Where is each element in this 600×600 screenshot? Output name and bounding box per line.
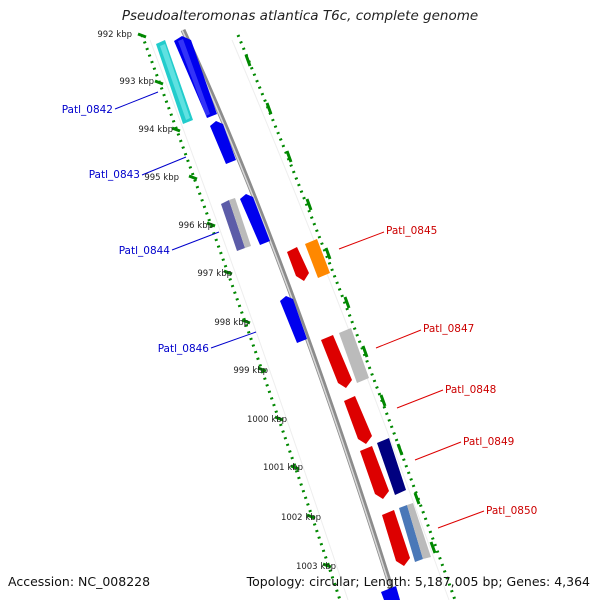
tick-mark: [265, 102, 273, 115]
gene-highlight: [178, 39, 210, 116]
gene-patl-0844-navy[interactable]: [221, 200, 245, 251]
gene-label-patl-0850[interactable]: Patl_0850: [486, 505, 537, 517]
genome-summary-text: Topology: circular; Length: 5,187,005 bp…: [246, 574, 590, 589]
gene-patl-0843[interactable]: [210, 121, 236, 164]
tick-mark: [343, 296, 351, 309]
leader-line: [338, 231, 385, 250]
tick-mark: [396, 443, 404, 456]
tick-mark: [171, 126, 181, 133]
tick-mark: [305, 198, 313, 211]
tick-label: 996 kbp: [178, 221, 213, 231]
tick-label: 1003 kbp: [296, 562, 336, 572]
tick-mark: [322, 562, 332, 569]
gene-patl-0845-orange[interactable]: [305, 239, 330, 278]
leader-line: [171, 231, 220, 251]
leader-line: [396, 389, 444, 409]
gene-patl-0847-red[interactable]: [321, 335, 352, 388]
tick-label: 997 kbp: [197, 269, 232, 279]
gene-patl-0847-gray[interactable]: [339, 328, 369, 383]
tick-mark: [257, 366, 267, 373]
gene-label-patl-0845[interactable]: Patl_0845: [386, 225, 437, 237]
outer-rail: [231, 39, 450, 600]
tick-mark: [285, 150, 293, 163]
tick-mark: [379, 394, 387, 407]
leader-line: [375, 329, 422, 349]
inner-rail: [149, 39, 349, 600]
accession-text: Accession: NC_008228: [8, 574, 151, 589]
tick-label: 1000 kbp: [247, 415, 287, 425]
tick-mark: [244, 54, 252, 67]
gene-patl-0846[interactable]: [280, 296, 307, 343]
tick-mark: [324, 247, 332, 260]
tick-mark: [274, 415, 284, 422]
major-ticks-inner: [137, 32, 332, 569]
outer-scale-line: [236, 34, 457, 600]
tick-label: 994 kbp: [138, 125, 173, 135]
gene-patl-0845-red[interactable]: [287, 247, 309, 281]
leader-line: [210, 331, 257, 349]
left-gene-labels: [114, 91, 257, 349]
tick-label: 993 kbp: [119, 77, 154, 87]
leader-line: [141, 156, 187, 176]
genome-backbone-highlight: [181, 29, 395, 600]
tick-label: 1002 kbp: [281, 513, 321, 523]
tick-labels: 992 kbp 993 kbp 994 kbp 995 kbp 996 kbp …: [97, 30, 336, 572]
gene-label-patl-0848[interactable]: Patl_0848: [445, 384, 496, 396]
tick-mark: [429, 541, 437, 554]
leader-line: [114, 91, 159, 110]
gene-label-patl-0847[interactable]: Patl_0847: [423, 323, 474, 335]
gene-patl-0850-red[interactable]: [382, 510, 410, 566]
gene-highlight: [160, 44, 190, 120]
gene-patl-0849-navy[interactable]: [377, 438, 406, 495]
tick-mark: [241, 318, 251, 325]
gene-patl-0844-gray[interactable]: [229, 198, 251, 248]
tick-label: 995 kbp: [144, 173, 179, 183]
gene-label-patl-0844[interactable]: Patl_0844: [119, 245, 171, 257]
gene-partial-bottom[interactable]: [381, 586, 400, 600]
genome-backbone: [180, 28, 398, 600]
gene-label-patl-0843[interactable]: Patl_0843: [89, 169, 140, 181]
genome-title: Pseudoalteromonas atlantica T6c, complet…: [121, 8, 479, 24]
tick-mark: [306, 513, 316, 520]
tick-mark: [290, 464, 300, 471]
tick-mark: [188, 174, 198, 181]
gene-patl-0848[interactable]: [344, 396, 372, 444]
reverse-strand-genes: [287, 239, 431, 566]
tick-label: 992 kbp: [97, 30, 132, 40]
tick-mark: [206, 221, 216, 228]
tick-label: 999 kbp: [233, 366, 268, 376]
leader-line: [437, 510, 485, 529]
tick-mark: [361, 345, 369, 358]
gene-patl-0850-blue[interactable]: [399, 505, 423, 562]
major-ticks-outer: [244, 54, 437, 554]
gene-patl-0849-red[interactable]: [360, 446, 389, 499]
tick-mark: [154, 79, 164, 86]
gene-patl-0844-blue[interactable]: [240, 194, 270, 245]
leader-line: [414, 441, 462, 461]
tick-label: 1001 kbp: [263, 463, 303, 473]
tick-mark: [413, 492, 421, 505]
gene-label-patl-0846[interactable]: Patl_0846: [158, 343, 210, 355]
gene-label-patl-0842[interactable]: Patl_0842: [62, 104, 113, 116]
tick-mark: [137, 32, 147, 39]
gene-patl-0850-gray[interactable]: [407, 503, 431, 559]
right-gene-labels: [338, 231, 485, 529]
tick-mark: [223, 269, 233, 276]
gene-label-patl-0849[interactable]: Patl_0849: [463, 436, 514, 448]
tick-label: 998 kbp: [214, 318, 249, 328]
forward-strand-genes: [156, 36, 400, 600]
